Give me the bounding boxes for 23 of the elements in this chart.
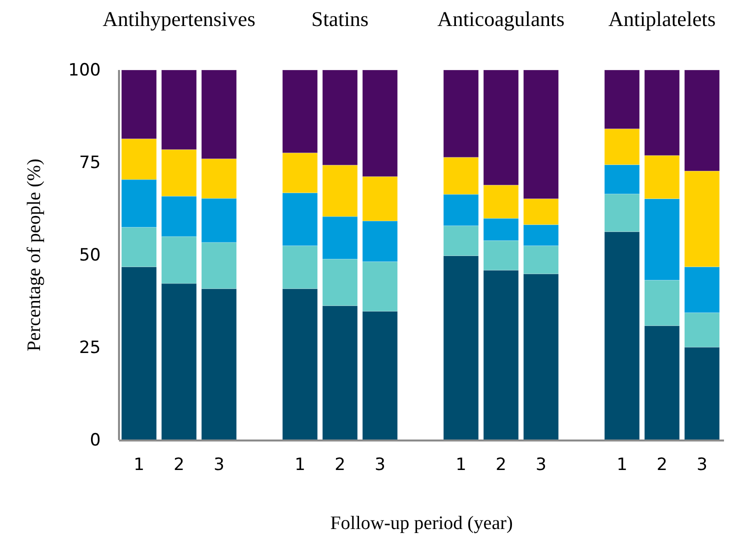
x-tick-label: 2 <box>334 455 346 476</box>
chart-title: Statins <box>311 7 369 31</box>
x-tick-label: 1 <box>616 455 628 476</box>
x-tick-label: 1 <box>456 455 466 476</box>
x-tick-label: 3 <box>696 455 708 476</box>
chart-title: Anticoagulants <box>437 7 565 31</box>
y-tick-label: 75 <box>79 152 101 173</box>
y-tick-label: 0 <box>90 430 101 450</box>
y-axis-title: Percentage of people (%) <box>24 158 45 352</box>
y-tick-label: 50 <box>79 245 101 266</box>
chart-title: Antiplatelets <box>608 7 716 31</box>
x-tick-label: 1 <box>294 455 306 476</box>
x-tick-label: 2 <box>496 455 506 476</box>
x-tick-label: 1 <box>134 455 144 476</box>
x-tick-label: 3 <box>536 455 546 476</box>
x-tick-label: 2 <box>174 455 184 476</box>
x-tick-label: 3 <box>374 455 386 476</box>
x-tick-label: 3 <box>214 455 224 476</box>
y-tick-label: 100 <box>68 60 101 80</box>
x-axis-title: Follow-up period (year) <box>330 513 513 534</box>
y-tick-label: 25 <box>79 338 101 358</box>
x-tick-label: 2 <box>656 455 668 476</box>
chart-title: Antihypertensives <box>102 7 256 31</box>
